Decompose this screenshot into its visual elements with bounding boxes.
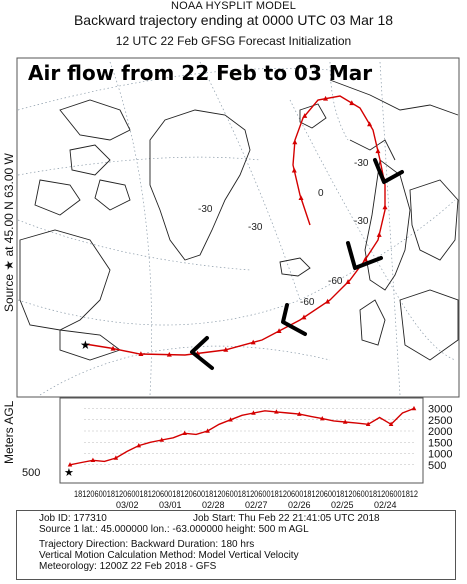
forecast-init: 12 UTC 22 Feb GFSG Forecast Initializati… — [115, 34, 352, 48]
altitude-tick-label: 500 — [428, 460, 446, 472]
trajectory-direction: Trajectory Direction: Backward Duration:… — [39, 539, 255, 550]
flow-arrow-icon — [346, 241, 383, 270]
trajectory-marker — [138, 351, 144, 357]
trajectory-marker — [376, 232, 382, 237]
trajectory-marker — [323, 95, 329, 101]
altitude-point — [67, 462, 73, 467]
source-info: Source 1 lat.: 45.000000 lon.: -63.00000… — [39, 524, 309, 535]
altitude-point — [136, 443, 142, 448]
trajectory-marker — [349, 100, 355, 106]
trajectory-marker — [302, 113, 308, 118]
meteorology: Meteorology: 1200Z 22 Feb 2018 - GFS — [39, 561, 217, 572]
trajectory-marker — [291, 167, 297, 173]
altitude-point — [205, 428, 210, 433]
altitude-point — [297, 411, 302, 416]
alt-start-star-icon: ★ — [64, 467, 74, 479]
altitude-point — [228, 417, 233, 422]
flow-arrows — [190, 158, 404, 370]
run-info-box: Job ID: 177310 Job Start: Thu Feb 22 21:… — [16, 510, 456, 580]
alt-left-tick: 500 — [22, 467, 40, 479]
date-label: 02/24 — [374, 500, 397, 510]
trajectory-marker — [298, 195, 304, 201]
contour-label: -60 — [328, 276, 343, 287]
altitude-point — [90, 457, 96, 463]
trajectory-marker — [223, 346, 229, 352]
flow-arrow-icon — [373, 158, 404, 184]
flow-annotation: Air flow from 22 Feb to 03 Mar — [28, 61, 372, 85]
altitude-tick-label: 1500 — [428, 437, 452, 449]
altitude-point — [365, 421, 371, 427]
trajectory-markers — [110, 95, 388, 357]
contour-label: 0 — [318, 188, 324, 199]
date-label: 02/27 — [245, 500, 268, 510]
trajectory-marker — [382, 204, 388, 210]
altitude-axis-label: Meters AGL — [2, 400, 16, 464]
altitude-tick-label: 2500 — [428, 415, 452, 427]
job-id: Job ID: 177310 — [39, 513, 107, 524]
trajectory-marker — [362, 256, 368, 262]
source-star-icon: ★ — [80, 338, 91, 352]
trajectory-marker — [325, 298, 331, 304]
date-label: 02/25 — [331, 500, 354, 510]
altitude-tick-label: 1000 — [428, 449, 452, 461]
trajectory-marker — [345, 279, 351, 284]
trajectory-marker — [301, 314, 307, 320]
trajectory-marker — [292, 139, 298, 145]
contour-label: -30 — [354, 158, 369, 169]
trajectory-marker — [110, 345, 116, 351]
altitude-point — [319, 416, 325, 421]
source-location-label: Source ★ at 45.00 N 63.00 W — [2, 153, 16, 312]
altitude-point — [182, 430, 187, 436]
contour-label: -60 — [300, 297, 315, 308]
date-label: 02/28 — [202, 500, 225, 510]
trajectory-marker — [276, 328, 282, 334]
altitude-point — [159, 437, 165, 442]
model-name: NOAA HYSPLIT MODEL — [170, 0, 297, 12]
contour-label: -30 — [248, 222, 263, 233]
contour-label: -30 — [354, 216, 369, 227]
altitude-tick-label: 3000 — [428, 404, 452, 416]
trajectory-marker — [166, 351, 172, 357]
flow-arrow-icon — [190, 336, 214, 370]
altitude-point — [113, 455, 119, 460]
altitude-point — [411, 405, 417, 411]
contour-label: -30 — [198, 204, 213, 215]
date-label: 02/26 — [288, 500, 311, 510]
date-label: 03/02 — [116, 500, 139, 510]
altitude-markers — [67, 405, 417, 467]
altitude-tick-label: 2000 — [428, 426, 452, 438]
vertical-method: Vertical Motion Calculation Method: Mode… — [39, 550, 299, 561]
altitude-point — [274, 409, 279, 414]
altitude-point — [342, 419, 348, 424]
altitude-line — [69, 407, 415, 466]
trajectory-title: Backward trajectory ending at 0000 UTC 0… — [73, 12, 394, 28]
altitude-point — [388, 421, 394, 427]
time-ticks: 1812060018120600181206001812060018120600… — [74, 488, 418, 499]
trajectory-line — [84, 95, 386, 356]
trajectory-marker — [250, 339, 256, 345]
coastlines — [19, 79, 459, 361]
job-start: Job Start: Thu Feb 22 21:41:05 UTC 2018 — [193, 513, 380, 524]
trajectory-marker — [375, 148, 381, 154]
altitude-point — [251, 410, 256, 415]
date-label: 03/01 — [159, 500, 182, 510]
trajectory-marker — [367, 121, 373, 127]
map-panel: -30 -30 0 -30 -60 -60 -30 ★ Air flow fro… — [16, 57, 460, 398]
flow-arrow-icon — [281, 303, 307, 336]
